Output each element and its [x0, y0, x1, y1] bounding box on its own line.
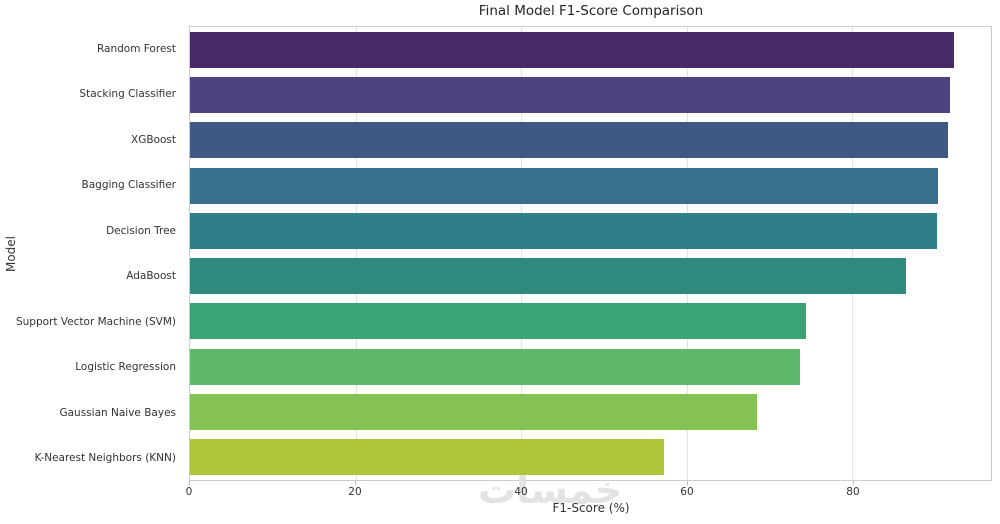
x-tick-mark	[686, 481, 688, 485]
y-tick-label: Support Vector Machine (SVM)	[15, 315, 176, 328]
bar-row	[190, 389, 991, 434]
y-tick-label: Gaussian Naive Bayes	[59, 406, 176, 419]
y-tick-label: XGBoost	[131, 133, 176, 146]
y-tick-label: Random Forest	[96, 42, 176, 55]
bar-logistic-regression	[190, 348, 801, 385]
y-tick-label: Decision Tree	[106, 224, 176, 237]
x-tick-label: 60	[680, 486, 694, 498]
x-tick-label: 80	[846, 486, 860, 498]
watermark: خمسات	[478, 468, 622, 512]
x-axis-label: F1-Score (%)	[552, 501, 630, 515]
y-tick-label: Bagging Classifier	[81, 179, 176, 192]
x-tick-mark	[852, 481, 854, 485]
bar-decision-tree	[190, 212, 937, 249]
x-tick-label: 20	[348, 486, 362, 498]
y-tick-label: AdaBoost	[126, 270, 176, 283]
y-tick-labels: Random Forest Stacking Classifier XGBoost B…	[0, 26, 183, 481]
bar-row	[190, 435, 991, 480]
bar-row	[190, 163, 991, 208]
bar-rows	[190, 27, 991, 480]
plot-area	[189, 26, 992, 481]
gridline	[521, 27, 523, 480]
bar-row	[190, 27, 991, 72]
y-tick-label: Logistic Regression	[75, 361, 176, 374]
bar-bagging-classifier	[190, 167, 939, 204]
gridline	[852, 27, 854, 480]
bar-row	[190, 72, 991, 117]
bar-row	[190, 253, 991, 298]
chart-title: Final Model F1-Score Comparison	[478, 3, 704, 19]
bar-row	[190, 118, 991, 163]
bar-row	[190, 208, 991, 253]
bar-stacking-classifier	[190, 76, 951, 113]
x-tick-label: 40	[514, 486, 528, 498]
gridline	[355, 27, 357, 480]
gridline	[686, 27, 688, 480]
bar-support-vector-machine-svm	[190, 303, 806, 340]
bar-row	[190, 299, 991, 344]
bar-xgboost	[190, 122, 949, 159]
x-tick-mark	[354, 481, 356, 485]
x-tick-mark	[189, 481, 190, 485]
bar-adaboost	[190, 258, 907, 295]
x-tick-label: 0	[185, 486, 193, 498]
bar-row	[190, 344, 991, 389]
bar-random-forest	[190, 31, 955, 68]
y-tick-label: K-Nearest Neighbors (KNN)	[34, 452, 176, 465]
bar-k-nearest-neighbors-knn	[190, 439, 665, 476]
bar-gaussian-naive-bayes	[190, 394, 758, 431]
x-tick-mark	[520, 481, 522, 485]
y-tick-label: Stacking Classifier	[79, 88, 176, 101]
